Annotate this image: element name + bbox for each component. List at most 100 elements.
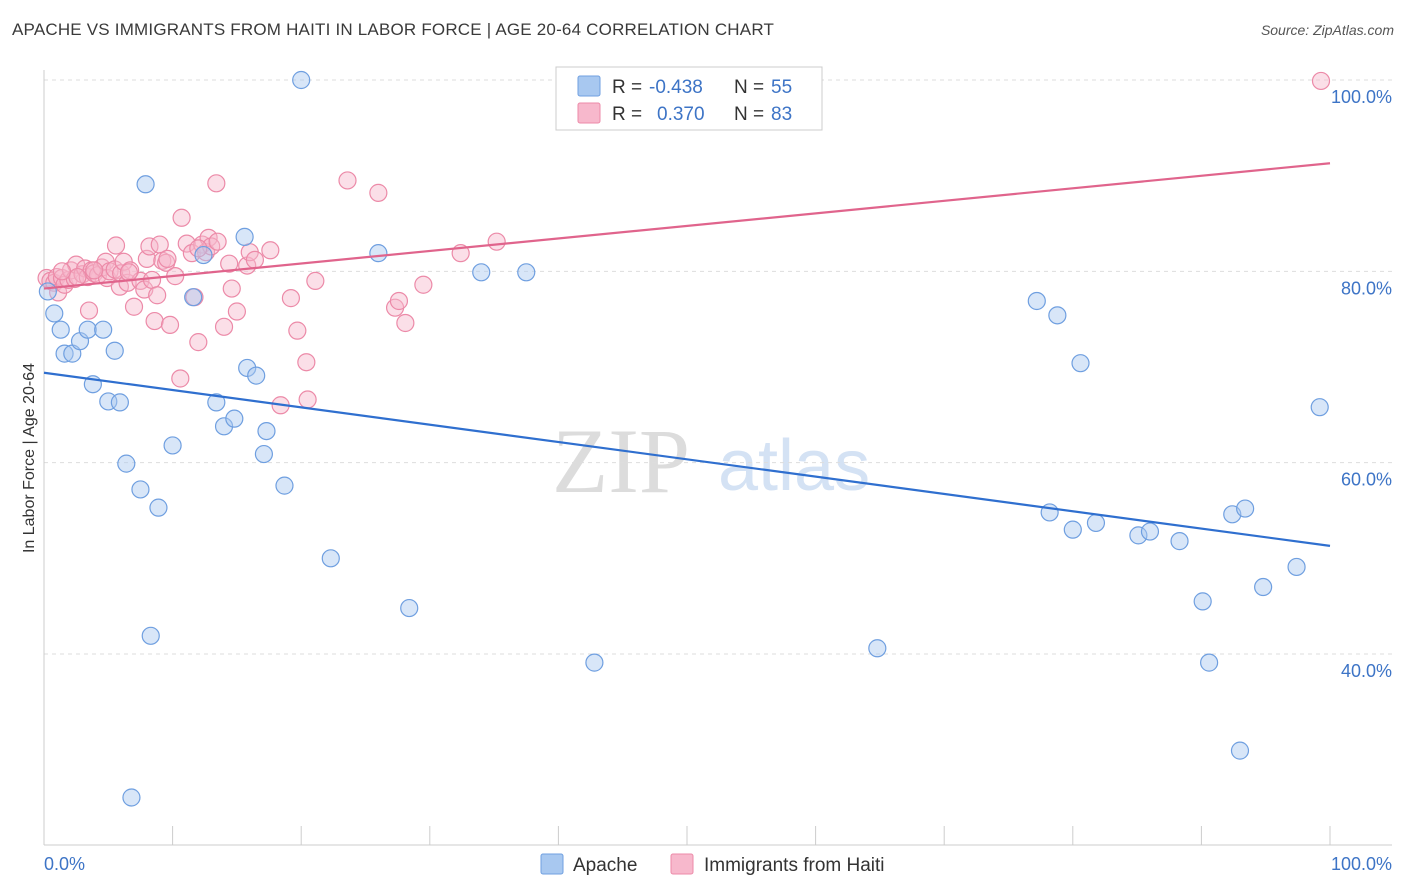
apache-point bbox=[207, 393, 226, 412]
apache-swatch bbox=[577, 75, 601, 97]
apache-point bbox=[1287, 557, 1306, 577]
apache-point bbox=[1071, 354, 1090, 373]
haiti-point bbox=[172, 208, 191, 227]
apache-point bbox=[517, 263, 536, 282]
haiti-point bbox=[177, 234, 196, 253]
source-credit: Source: ZipAtlas.com bbox=[1260, 22, 1394, 38]
haiti-point bbox=[306, 271, 325, 290]
haiti-point bbox=[145, 311, 164, 331]
apache-point bbox=[225, 409, 244, 428]
haiti-point bbox=[79, 301, 99, 320]
y-tick-label: 40.0% bbox=[1341, 661, 1392, 681]
haiti-point bbox=[1311, 71, 1331, 91]
haiti-point bbox=[142, 270, 162, 290]
apache-point bbox=[1310, 398, 1329, 417]
apache-point bbox=[214, 417, 234, 436]
haiti-point bbox=[52, 262, 72, 281]
apache-point bbox=[110, 393, 129, 412]
y-tick-label: 80.0% bbox=[1341, 278, 1392, 298]
x-tick-label-min: 0.0% bbox=[44, 854, 85, 874]
x-axis-ticks bbox=[43, 826, 1331, 845]
apache-n-value: 55 bbox=[771, 77, 792, 98]
apache-point bbox=[1048, 306, 1067, 325]
apache-point bbox=[149, 498, 168, 517]
haiti-point bbox=[369, 183, 388, 202]
apache-point bbox=[369, 244, 388, 263]
apache-point bbox=[292, 70, 311, 90]
apache-point bbox=[1027, 291, 1046, 311]
haiti-point bbox=[106, 236, 126, 255]
apache-point bbox=[1236, 499, 1255, 518]
apache-point bbox=[1129, 526, 1148, 545]
apache-point bbox=[400, 598, 419, 618]
watermark-zip: ZIP bbox=[552, 410, 690, 512]
haiti-point bbox=[189, 333, 208, 352]
apache-point bbox=[257, 421, 276, 441]
haiti-point bbox=[487, 232, 506, 251]
apache-point bbox=[94, 320, 113, 339]
haiti-n-value: 83 bbox=[771, 104, 792, 125]
apache-point bbox=[1086, 513, 1106, 533]
apache-point bbox=[184, 288, 203, 307]
haiti-point bbox=[297, 353, 316, 372]
apache-point bbox=[254, 444, 274, 464]
apache-point bbox=[55, 344, 74, 363]
apache-point bbox=[1063, 520, 1082, 539]
apache-point bbox=[141, 626, 160, 645]
haiti-point bbox=[208, 232, 227, 251]
chart-title: APACHE VS IMMIGRANTS FROM HAITI IN LABOR… bbox=[12, 20, 775, 39]
haiti-point bbox=[220, 254, 239, 273]
haiti-trend-line bbox=[43, 162, 1331, 290]
haiti-r-value: 0.370 bbox=[657, 104, 705, 125]
haiti-point bbox=[288, 321, 307, 340]
haiti-point bbox=[171, 369, 190, 388]
apache-point bbox=[45, 304, 64, 323]
haiti-point bbox=[245, 250, 265, 269]
apache-point bbox=[122, 788, 141, 807]
haiti-point bbox=[158, 249, 177, 268]
haiti-point bbox=[298, 390, 317, 409]
bottom-legend-haiti-swatch bbox=[670, 853, 694, 875]
haiti-point bbox=[261, 241, 280, 260]
apache-point bbox=[136, 175, 155, 194]
apache-point bbox=[1170, 532, 1189, 551]
haiti-point bbox=[222, 279, 241, 298]
haiti-n-label: N = bbox=[734, 104, 764, 125]
haiti-point bbox=[207, 174, 226, 193]
apache-point bbox=[163, 436, 182, 455]
x-tick-label-max: 100.0% bbox=[1331, 854, 1392, 874]
apache-point bbox=[38, 282, 57, 301]
apache-point bbox=[1200, 653, 1219, 672]
haiti-point bbox=[160, 315, 180, 335]
apache-point bbox=[585, 653, 604, 672]
apache-point bbox=[1140, 522, 1160, 541]
apache-r-label: R = bbox=[612, 77, 642, 98]
haiti-swatch bbox=[577, 102, 601, 124]
apache-r-value: -0.438 bbox=[649, 77, 703, 98]
bottom-legend-apache-label: Apache bbox=[573, 855, 637, 876]
apache-point bbox=[1193, 592, 1212, 611]
y-axis-label: In Labor Force | Age 20-64 bbox=[21, 363, 38, 553]
apache-point bbox=[321, 549, 340, 568]
apache-point bbox=[868, 639, 887, 658]
bottom-legend: Apache Immigrants from Haiti bbox=[540, 853, 885, 876]
apache-point bbox=[235, 227, 254, 246]
apache-point bbox=[472, 263, 491, 282]
bottom-legend-haiti-label: Immigrants from Haiti bbox=[704, 855, 885, 876]
apache-point bbox=[117, 454, 136, 473]
haiti-point bbox=[119, 263, 138, 282]
apache-point bbox=[78, 320, 97, 339]
haiti-point bbox=[281, 289, 301, 308]
haiti-point bbox=[227, 302, 246, 321]
haiti-r-label: R = bbox=[612, 104, 642, 125]
apache-point bbox=[131, 480, 150, 499]
y-tick-label: 100.0% bbox=[1331, 87, 1392, 107]
haiti-point bbox=[338, 171, 357, 190]
haiti-point bbox=[148, 286, 167, 305]
apache-trend-line bbox=[43, 371, 1331, 547]
trend-lines bbox=[43, 162, 1331, 547]
apache-point bbox=[1230, 741, 1250, 760]
apache-point bbox=[51, 320, 70, 339]
apache-point bbox=[275, 476, 294, 495]
